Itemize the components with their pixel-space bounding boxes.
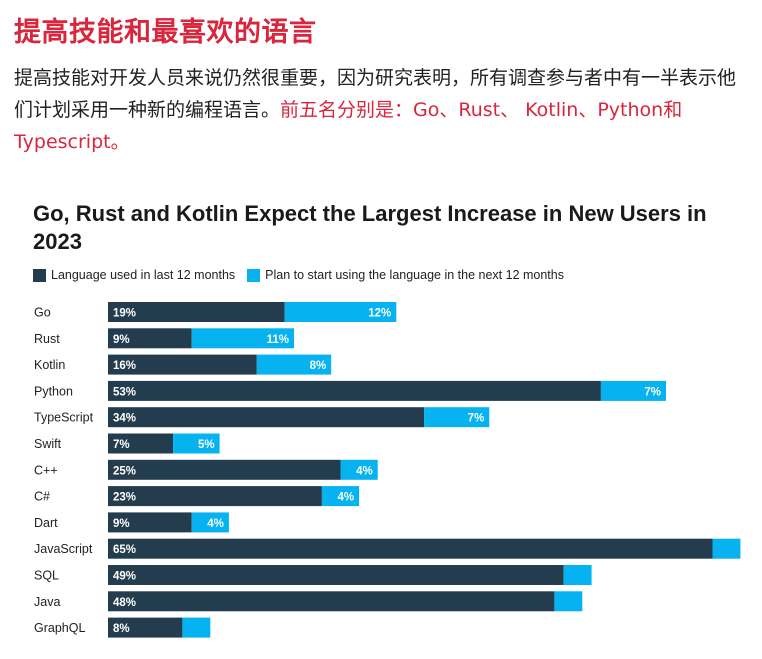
- bar-plan-csharp: [321, 486, 360, 507]
- legend-item-used: Language used in last 12 months: [33, 268, 235, 282]
- category-label-kotlin: Kotlin: [34, 358, 65, 372]
- data-label-plan-kotlin: 8%: [310, 360, 327, 372]
- bar-used-typescript: [108, 407, 425, 428]
- bar-plan-cpp: [340, 459, 378, 480]
- category-label-rust: Rust: [34, 332, 60, 346]
- bar-used-go: [108, 302, 285, 322]
- paragraph-highlight: 前五名分别是：Go、Rust、 Kotlin、Python和Typescript…: [14, 99, 683, 153]
- bar-plan-typescript: [424, 407, 490, 428]
- bar-used-kotlin: [108, 354, 257, 375]
- bar-plan-go: [284, 302, 397, 322]
- bar-used-java: [108, 591, 555, 612]
- category-label-typescript: TypeScript: [34, 411, 94, 425]
- legend-swatch-used: [33, 268, 46, 282]
- data-label-used-dart: 9%: [113, 518, 130, 530]
- data-label-used-javascript: 65%: [113, 544, 136, 556]
- data-label-used-python: 53%: [113, 386, 136, 398]
- data-label-used-go: 19%: [113, 308, 136, 320]
- data-label-used-kotlin: 16%: [113, 360, 136, 372]
- data-label-plan-python: 7%: [644, 386, 661, 398]
- bar-used-graphql: [108, 617, 183, 638]
- bar-used-javascript: [108, 538, 713, 559]
- bar-plan-rust: [191, 328, 294, 349]
- category-label-graphql: GraphQL: [34, 621, 85, 635]
- bar-plan-graphql: [182, 617, 211, 638]
- data-label-used-csharp: 23%: [113, 492, 136, 504]
- bar-chart: Go 19% 12% Rust 9% 11% Kotlin 16% 8% Python 53% 7% T…: [34, 302, 741, 638]
- data-label-used-rust: 9%: [113, 334, 130, 346]
- category-label-swift: Swift: [34, 437, 62, 451]
- bar-used-sql: [108, 565, 564, 585]
- data-label-plan-swift: 5%: [198, 439, 215, 451]
- category-label-sql: SQL: [34, 569, 59, 583]
- legend-item-plan: Plan to start using the language in the …: [247, 268, 564, 282]
- legend-label-used: Language used in last 12 months: [51, 268, 236, 282]
- legend-swatch-plan: [247, 268, 261, 282]
- data-label-plan-cpp: 4%: [356, 465, 373, 477]
- bar-used-rust: [108, 328, 192, 349]
- data-label-plan-csharp: 4%: [337, 492, 354, 504]
- data-label-plan-go: 12%: [368, 308, 391, 320]
- bar-plan-sql: [563, 565, 592, 585]
- category-label-csharp: C#: [34, 490, 50, 504]
- data-label-used-swift: 7%: [113, 439, 130, 451]
- paragraph-main: 提高技能对开发人员来说仍然很重要，因为研究表明，所有调查参与者中有一半表示他们计…: [14, 67, 737, 121]
- data-label-plan-typescript: 7%: [468, 413, 485, 425]
- legend-label-plan: Plan to start using the language in the …: [265, 268, 564, 282]
- bar-plan-dart: [191, 512, 229, 533]
- category-label-python: Python: [34, 384, 73, 398]
- data-label-used-java: 48%: [113, 597, 136, 609]
- bar-used-swift: [108, 433, 174, 454]
- data-label-used-cpp: 25%: [113, 465, 136, 477]
- bar-used-cpp: [108, 459, 341, 480]
- article-paragraph: 提高技能对开发人员来说仍然很重要，因为研究表明，所有调查参与者中有一半表示他们计…: [14, 62, 754, 158]
- bar-plan-java: [554, 591, 583, 612]
- category-label-cpp: C++: [34, 463, 58, 477]
- bar-plan-python: [600, 380, 666, 401]
- bar-plan-javascript: [712, 538, 741, 559]
- category-label-go: Go: [34, 306, 51, 320]
- bar-plan-swift: [173, 433, 220, 454]
- data-label-used-typescript: 34%: [113, 413, 136, 425]
- bar-used-csharp: [108, 486, 322, 507]
- chart-title: Go, Rust and Kotlin Expect the Largest I…: [33, 201, 707, 254]
- bar-plan-kotlin: [256, 354, 332, 375]
- bar-used-python: [108, 380, 601, 401]
- data-label-plan-dart: 4%: [207, 518, 224, 530]
- data-label-used-graphql: 8%: [113, 623, 130, 635]
- data-label-plan-rust: 11%: [267, 334, 289, 346]
- category-label-javascript: JavaScript: [34, 542, 93, 556]
- data-label-used-sql: 49%: [113, 571, 136, 583]
- category-label-java: Java: [34, 595, 60, 609]
- chart-legend: Language used in last 12 months Plan to …: [33, 268, 576, 282]
- category-label-dart: Dart: [34, 516, 58, 530]
- bar-used-dart: [108, 512, 192, 533]
- article-heading: 提高技能和最喜欢的语言: [14, 17, 317, 48]
